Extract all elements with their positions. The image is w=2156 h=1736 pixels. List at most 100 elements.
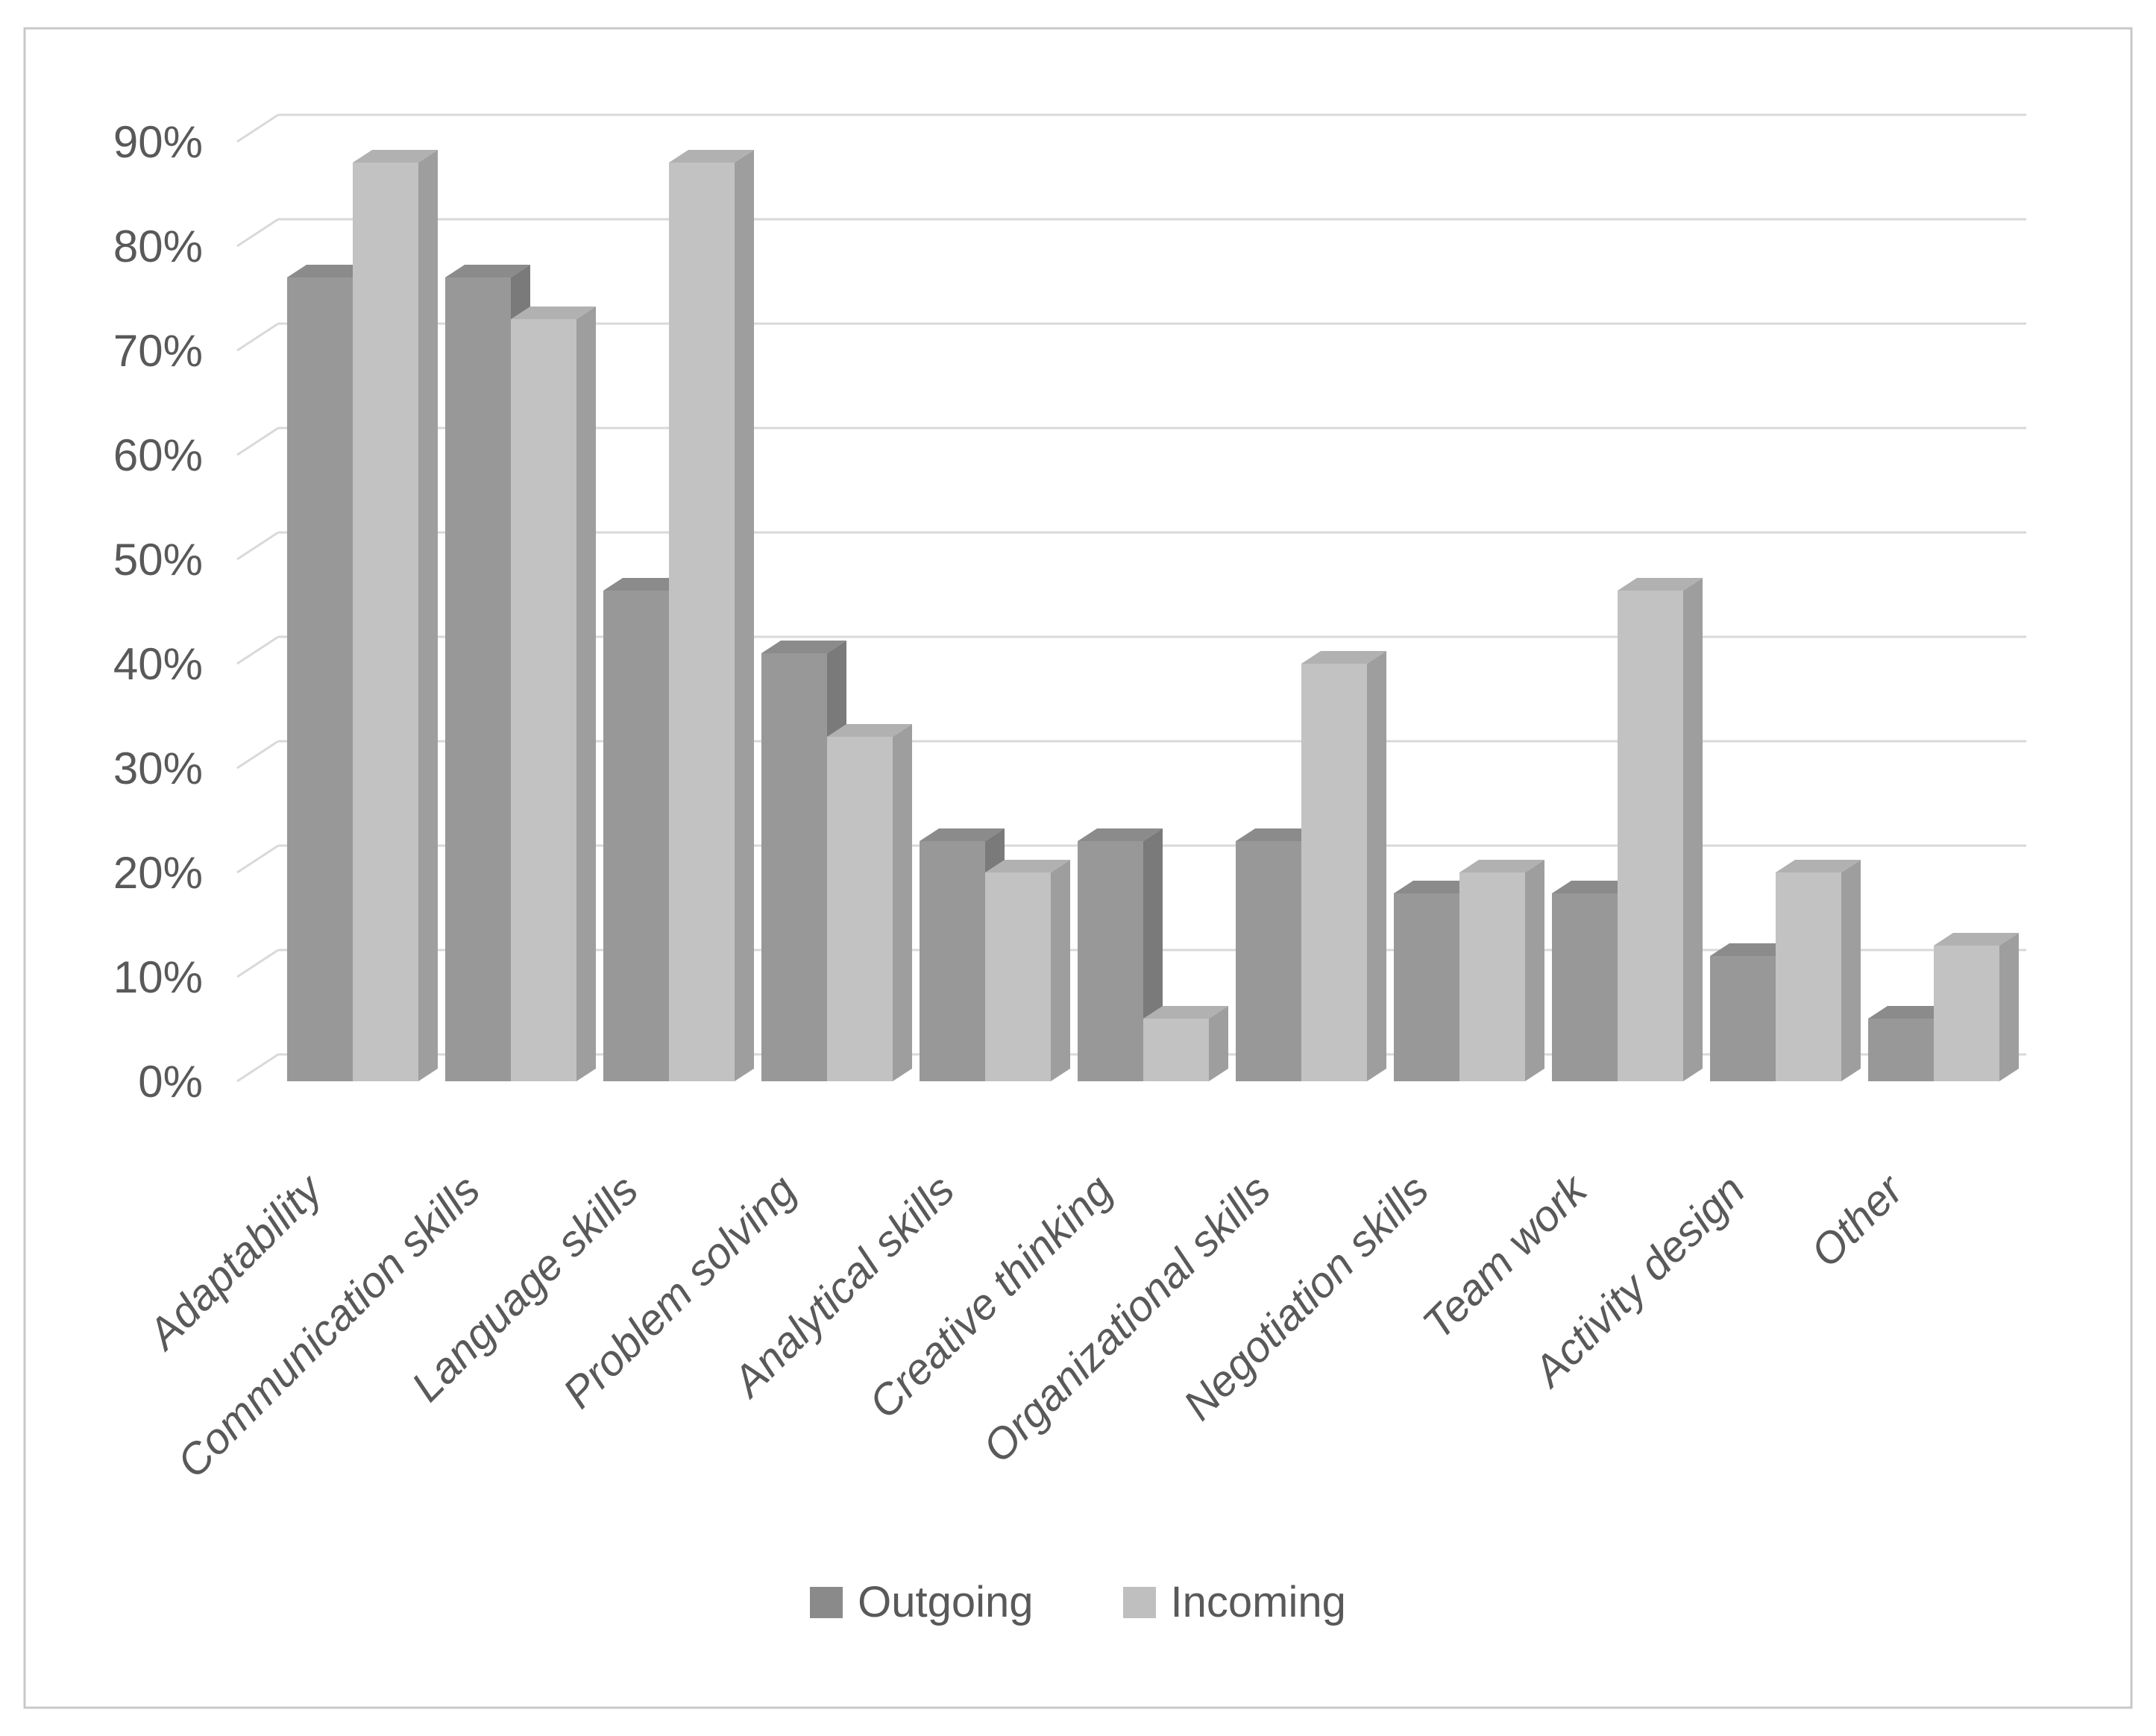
bar-front-face <box>1143 1019 1209 1081</box>
bar-top-face <box>445 265 530 277</box>
bar-front-face <box>1459 872 1525 1081</box>
y-tick-label: 10% <box>113 952 203 1002</box>
bar-top-face <box>1301 651 1386 664</box>
bar-top-face <box>353 150 438 163</box>
y-tick-connector <box>236 322 279 352</box>
bar-incoming-team-work <box>1618 578 1703 1081</box>
legend-swatch-incoming-icon <box>1122 1587 1156 1618</box>
y-tick-connector <box>236 844 279 874</box>
x-category-label: Organizational skills <box>974 1166 1280 1472</box>
bar-top-face <box>827 724 912 737</box>
bar-top-face <box>287 265 372 277</box>
y-tick-connector <box>236 531 279 561</box>
y-tick-connector <box>236 635 279 665</box>
bar-top-face <box>1552 881 1637 893</box>
bar-incoming-analytical-skills <box>985 860 1070 1081</box>
bar-front-face <box>1776 872 1841 1081</box>
bar-front-face <box>1934 946 1999 1081</box>
y-tick-connector <box>236 218 279 248</box>
bar-side-face <box>735 150 754 1081</box>
bar-top-face <box>1618 578 1703 591</box>
bar-incoming-problem-solving <box>827 724 912 1081</box>
bar-front-face <box>1301 664 1367 1081</box>
bar-side-face <box>576 306 596 1081</box>
legend-item-incoming: Incoming <box>1122 1578 1346 1626</box>
bar-side-face <box>1525 860 1544 1081</box>
bar-incoming-communication-skills <box>511 306 596 1081</box>
bar-incoming-creative-thinking <box>1143 1006 1228 1081</box>
bar-top-face <box>511 306 596 319</box>
bar-incoming-activity-design <box>1776 860 1861 1081</box>
legend-label-outgoing: Outgoing <box>858 1578 1034 1626</box>
bar-top-face <box>1078 828 1163 841</box>
bar-front-face <box>985 872 1051 1081</box>
y-tick-label: 30% <box>113 743 203 793</box>
legend-item-outgoing: Outgoing <box>810 1578 1034 1626</box>
bar-front-face <box>1236 841 1301 1081</box>
bar-front-face <box>761 653 827 1081</box>
bar-front-face <box>1618 591 1683 1081</box>
bar-top-face <box>1459 860 1544 872</box>
y-tick-connector <box>236 113 279 143</box>
legend-label-incoming: Incoming <box>1170 1578 1346 1626</box>
bar-top-face <box>920 828 1005 841</box>
bar-top-face <box>1143 1006 1228 1019</box>
bar-front-face <box>511 319 576 1081</box>
y-tick-label: 20% <box>113 848 203 898</box>
y-tick-label: 50% <box>113 535 203 585</box>
y-tick-label: 40% <box>113 639 203 689</box>
bar-top-face <box>1776 860 1861 872</box>
bar-side-face <box>1841 860 1861 1081</box>
x-category-label: Communication skills <box>168 1166 489 1487</box>
bar-side-face <box>1209 1006 1228 1081</box>
bar-front-face <box>445 277 511 1081</box>
bar-side-face <box>418 150 438 1081</box>
bar-front-face <box>1394 893 1459 1081</box>
bar-front-face <box>1078 841 1143 1081</box>
bar-side-face <box>1051 860 1070 1081</box>
bar-top-face <box>1710 943 1795 956</box>
bar-top-face <box>1236 828 1321 841</box>
bar-incoming-language-skills <box>669 150 754 1081</box>
bar-front-face <box>669 163 735 1081</box>
bar-top-face <box>1934 933 2019 946</box>
bar-front-face <box>920 841 985 1081</box>
bar-top-face <box>761 641 846 653</box>
y-tick-label: 0% <box>138 1057 203 1107</box>
x-category-label: Other <box>1802 1164 1914 1276</box>
bar-side-face <box>1367 651 1386 1081</box>
bar-front-face <box>1552 893 1618 1081</box>
legend: Outgoing Incoming <box>0 1581 2156 1624</box>
bar-front-face <box>603 591 669 1081</box>
bar-side-face <box>1999 933 2019 1081</box>
bar-top-face <box>1868 1006 1953 1019</box>
bar-top-face <box>985 860 1070 872</box>
y-tick-label: 70% <box>113 326 203 376</box>
bar-incoming-negotiation-skills <box>1459 860 1544 1081</box>
y-tick-label: 60% <box>113 430 203 480</box>
bar-front-face <box>827 737 893 1081</box>
bar-incoming-organizational-skills <box>1301 651 1386 1081</box>
bar-front-face <box>287 277 353 1081</box>
y-tick-connector <box>236 740 279 770</box>
y-tick-label: 80% <box>113 221 203 271</box>
chart-border <box>23 27 2133 1709</box>
bar-incoming-adaptability <box>353 150 438 1081</box>
y-tick-connector <box>236 427 279 456</box>
bar-top-face <box>669 150 754 163</box>
bar-front-face <box>1710 956 1776 1081</box>
bar-side-face <box>893 724 912 1081</box>
bar-front-face <box>1868 1019 1934 1081</box>
y-tick-label: 90% <box>113 117 203 167</box>
bar-outgoing-creative-thinking <box>1078 828 1163 1081</box>
bar-front-face <box>353 163 418 1081</box>
bar-incoming-other <box>1934 933 2019 1081</box>
legend-swatch-outgoing-icon <box>810 1587 843 1618</box>
y-tick-connector <box>236 949 279 978</box>
bar-top-face <box>1394 881 1479 893</box>
y-tick-connector <box>236 1053 279 1083</box>
bar-side-face <box>1683 578 1703 1081</box>
bar-top-face <box>603 578 688 591</box>
